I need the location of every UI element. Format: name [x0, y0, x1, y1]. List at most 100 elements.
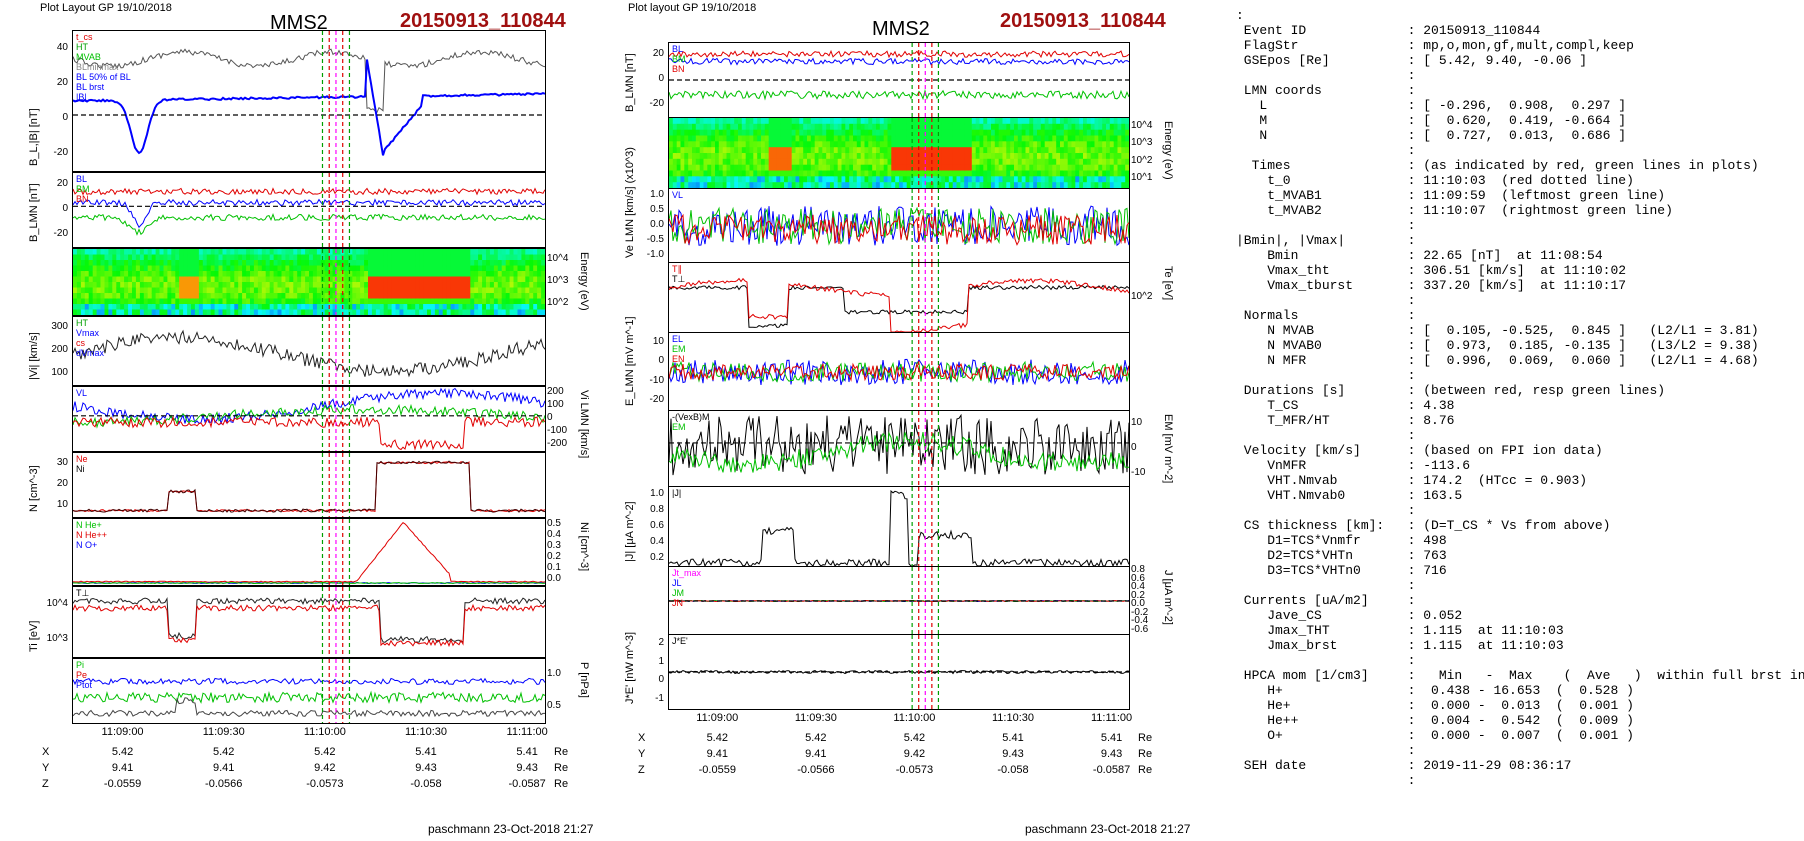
right-legend-entry: VL	[672, 190, 684, 200]
left-panel-2-ytick: -20	[53, 227, 68, 239]
right-panel-9-trace-1	[669, 669, 1129, 675]
right-panel-8-rtick: -0.2	[1131, 606, 1149, 618]
right-panel-1-trace-2	[669, 57, 1129, 66]
right-legend-entry: BL	[672, 44, 684, 54]
right-legend-entry: T⊥	[672, 274, 686, 284]
left-panel-3-ylabel-right: Energy (eV)	[578, 252, 590, 311]
left-legend-entry: T⊥	[76, 588, 90, 598]
right-ephem-value: 9.41	[706, 748, 728, 760]
right-panel-7-ylabel: |J| [μA m^-2]	[624, 501, 636, 562]
left-panel-2-ytick: 0	[62, 203, 68, 214]
right-ephem-unit: Re	[1138, 732, 1153, 744]
left-legend-entry: N O+	[76, 540, 98, 550]
left-xtick: 11:09:30	[202, 726, 245, 738]
left-legend-entry: HT	[76, 318, 88, 328]
right-legend-entry: |J|	[672, 488, 682, 498]
right-ephem-label: Z	[638, 764, 645, 776]
right-panel-8-rtick: 0.2	[1131, 589, 1145, 601]
right-ephem-value: -0.0559	[698, 764, 736, 776]
right-panel-6-ylabel-right: EM [mV m^-2]	[1162, 414, 1174, 484]
event-info-text: : Event ID : 20150913_110844 FlagStr : m…	[1236, 8, 1804, 788]
left-legend-entry: BM	[76, 184, 90, 194]
left-legend-entry: N He+	[76, 520, 102, 530]
right-panel-2-rtick: 10^3	[1131, 137, 1153, 149]
right-ephem-value: 9.42	[903, 748, 926, 760]
right-ephem-value: -0.058	[997, 764, 1029, 776]
left-ephem-label: Y	[42, 762, 50, 774]
left-panel-6	[72, 452, 546, 518]
left-legend-entry: BL	[76, 174, 88, 184]
left-ephem-value: 5.41	[415, 746, 437, 758]
left-header: Plot Layout GP 19/10/2018	[40, 2, 172, 14]
right-panel-4-ylabel-right: Te [eV]	[1162, 266, 1174, 301]
right-panel-3-plot	[669, 189, 1129, 263]
right-panel-8-rtick: -0.6	[1131, 623, 1149, 635]
right-panel-2	[668, 117, 1130, 189]
left-legend-entry: Vmax	[76, 328, 100, 338]
right-panel-6-legend: -(VexB)M EM	[672, 412, 710, 432]
right-panel-9-legend: J*E'	[672, 636, 688, 646]
left-ephem-unit: Re	[554, 778, 569, 790]
left-panel-9	[72, 658, 546, 724]
left-panel-5-trace-1	[73, 387, 545, 426]
left-panel-9-rtick: 0.5	[547, 700, 561, 711]
right-panel-3-trace-3	[669, 213, 1129, 246]
right-panel-2-rtick: 10^4	[1131, 119, 1153, 131]
right-ephem-unit: Re	[1138, 764, 1153, 776]
right-panel-8-rtick: 0.8	[1131, 564, 1145, 576]
left-panel-4-ytick: 200	[51, 344, 68, 355]
left-panel-6-legend: Ne Ni	[76, 454, 88, 474]
right-panel-8-rtick: 0.6	[1131, 572, 1145, 584]
right-panel-5-ytick: 0	[658, 355, 664, 367]
right-panel-3-ytick: -1.0	[646, 248, 664, 260]
left-panel-4-plot	[73, 317, 545, 385]
right-panel-1-trace-3	[669, 88, 1129, 101]
left-panel-1-ytick: 0	[62, 111, 68, 123]
right-panel-3-ytick: 1.0	[650, 189, 664, 201]
left-legend-entry: N He++	[76, 530, 108, 540]
left-panel-6-trace-1	[73, 461, 545, 513]
right-panel-5	[668, 332, 1130, 412]
left-ephem-label: X	[42, 746, 50, 758]
left-panel-9-rtick: 1.0	[547, 668, 561, 679]
right-panel-1-ytick: 0	[658, 73, 664, 84]
left-panel-6-ytick: 20	[56, 478, 68, 489]
left-panel-9-trace-3	[73, 697, 545, 718]
left-panel-9-plot	[73, 659, 545, 723]
right-panel-7-trace-1	[669, 490, 1129, 567]
left-xtick: 11:09:00	[101, 726, 144, 738]
left-panel-2-legend: BL BM BN	[76, 174, 90, 204]
right-legend-entry: BM	[672, 54, 686, 64]
left-panel-1-ylabel: B_L,|B| [nT]	[28, 108, 40, 166]
left-panel-8-ylabel: Ti [eV]	[28, 620, 40, 652]
left-panel-5-rtick: 200	[547, 386, 564, 398]
left-panel-4-trace-1	[73, 329, 545, 378]
left-ephem-value: 5.42	[111, 746, 134, 758]
left-ephem-value: 5.42	[212, 746, 235, 758]
right-panel-1-plot	[669, 43, 1129, 117]
left-panel-7-rtick: 0.5	[547, 517, 561, 529]
right-panel-1-ylabel: B_LMN [nT]	[624, 53, 636, 112]
left-panel-9-trace-2	[73, 690, 545, 705]
left-ephem-label: Z	[42, 778, 49, 790]
left-panel-8-plot	[73, 587, 545, 657]
right-xtick: 11:10:30	[991, 712, 1034, 724]
left-panel-3-rtick: 10^3	[547, 275, 569, 286]
right-legend-entry: BN	[672, 64, 685, 74]
right-panel-8	[668, 566, 1130, 636]
left-legend-entry: Pi	[76, 660, 85, 670]
right-panel-6-rtick: 0	[1131, 442, 1137, 453]
right-panel-3	[668, 188, 1130, 264]
left-legend-entry: BLminmax	[76, 62, 119, 72]
right-ephem-value: -0.0587	[1092, 764, 1131, 776]
left-panel-7-rtick: 0.3	[547, 539, 561, 551]
left-footer: paschmann 23-Oct-2018 21:27	[428, 822, 594, 836]
left-panel-1	[72, 30, 546, 172]
right-panel-9-plot	[669, 635, 1129, 709]
right-panel-7-ytick: 0.2	[650, 552, 664, 563]
left-panel-3	[72, 248, 546, 316]
left-panel-4-ytick: 100	[51, 366, 68, 378]
right-legend-entry: EM	[672, 344, 686, 354]
right-panel-8-rtick: 0.4	[1131, 581, 1145, 593]
right-sc-title: MMS2	[872, 18, 930, 40]
